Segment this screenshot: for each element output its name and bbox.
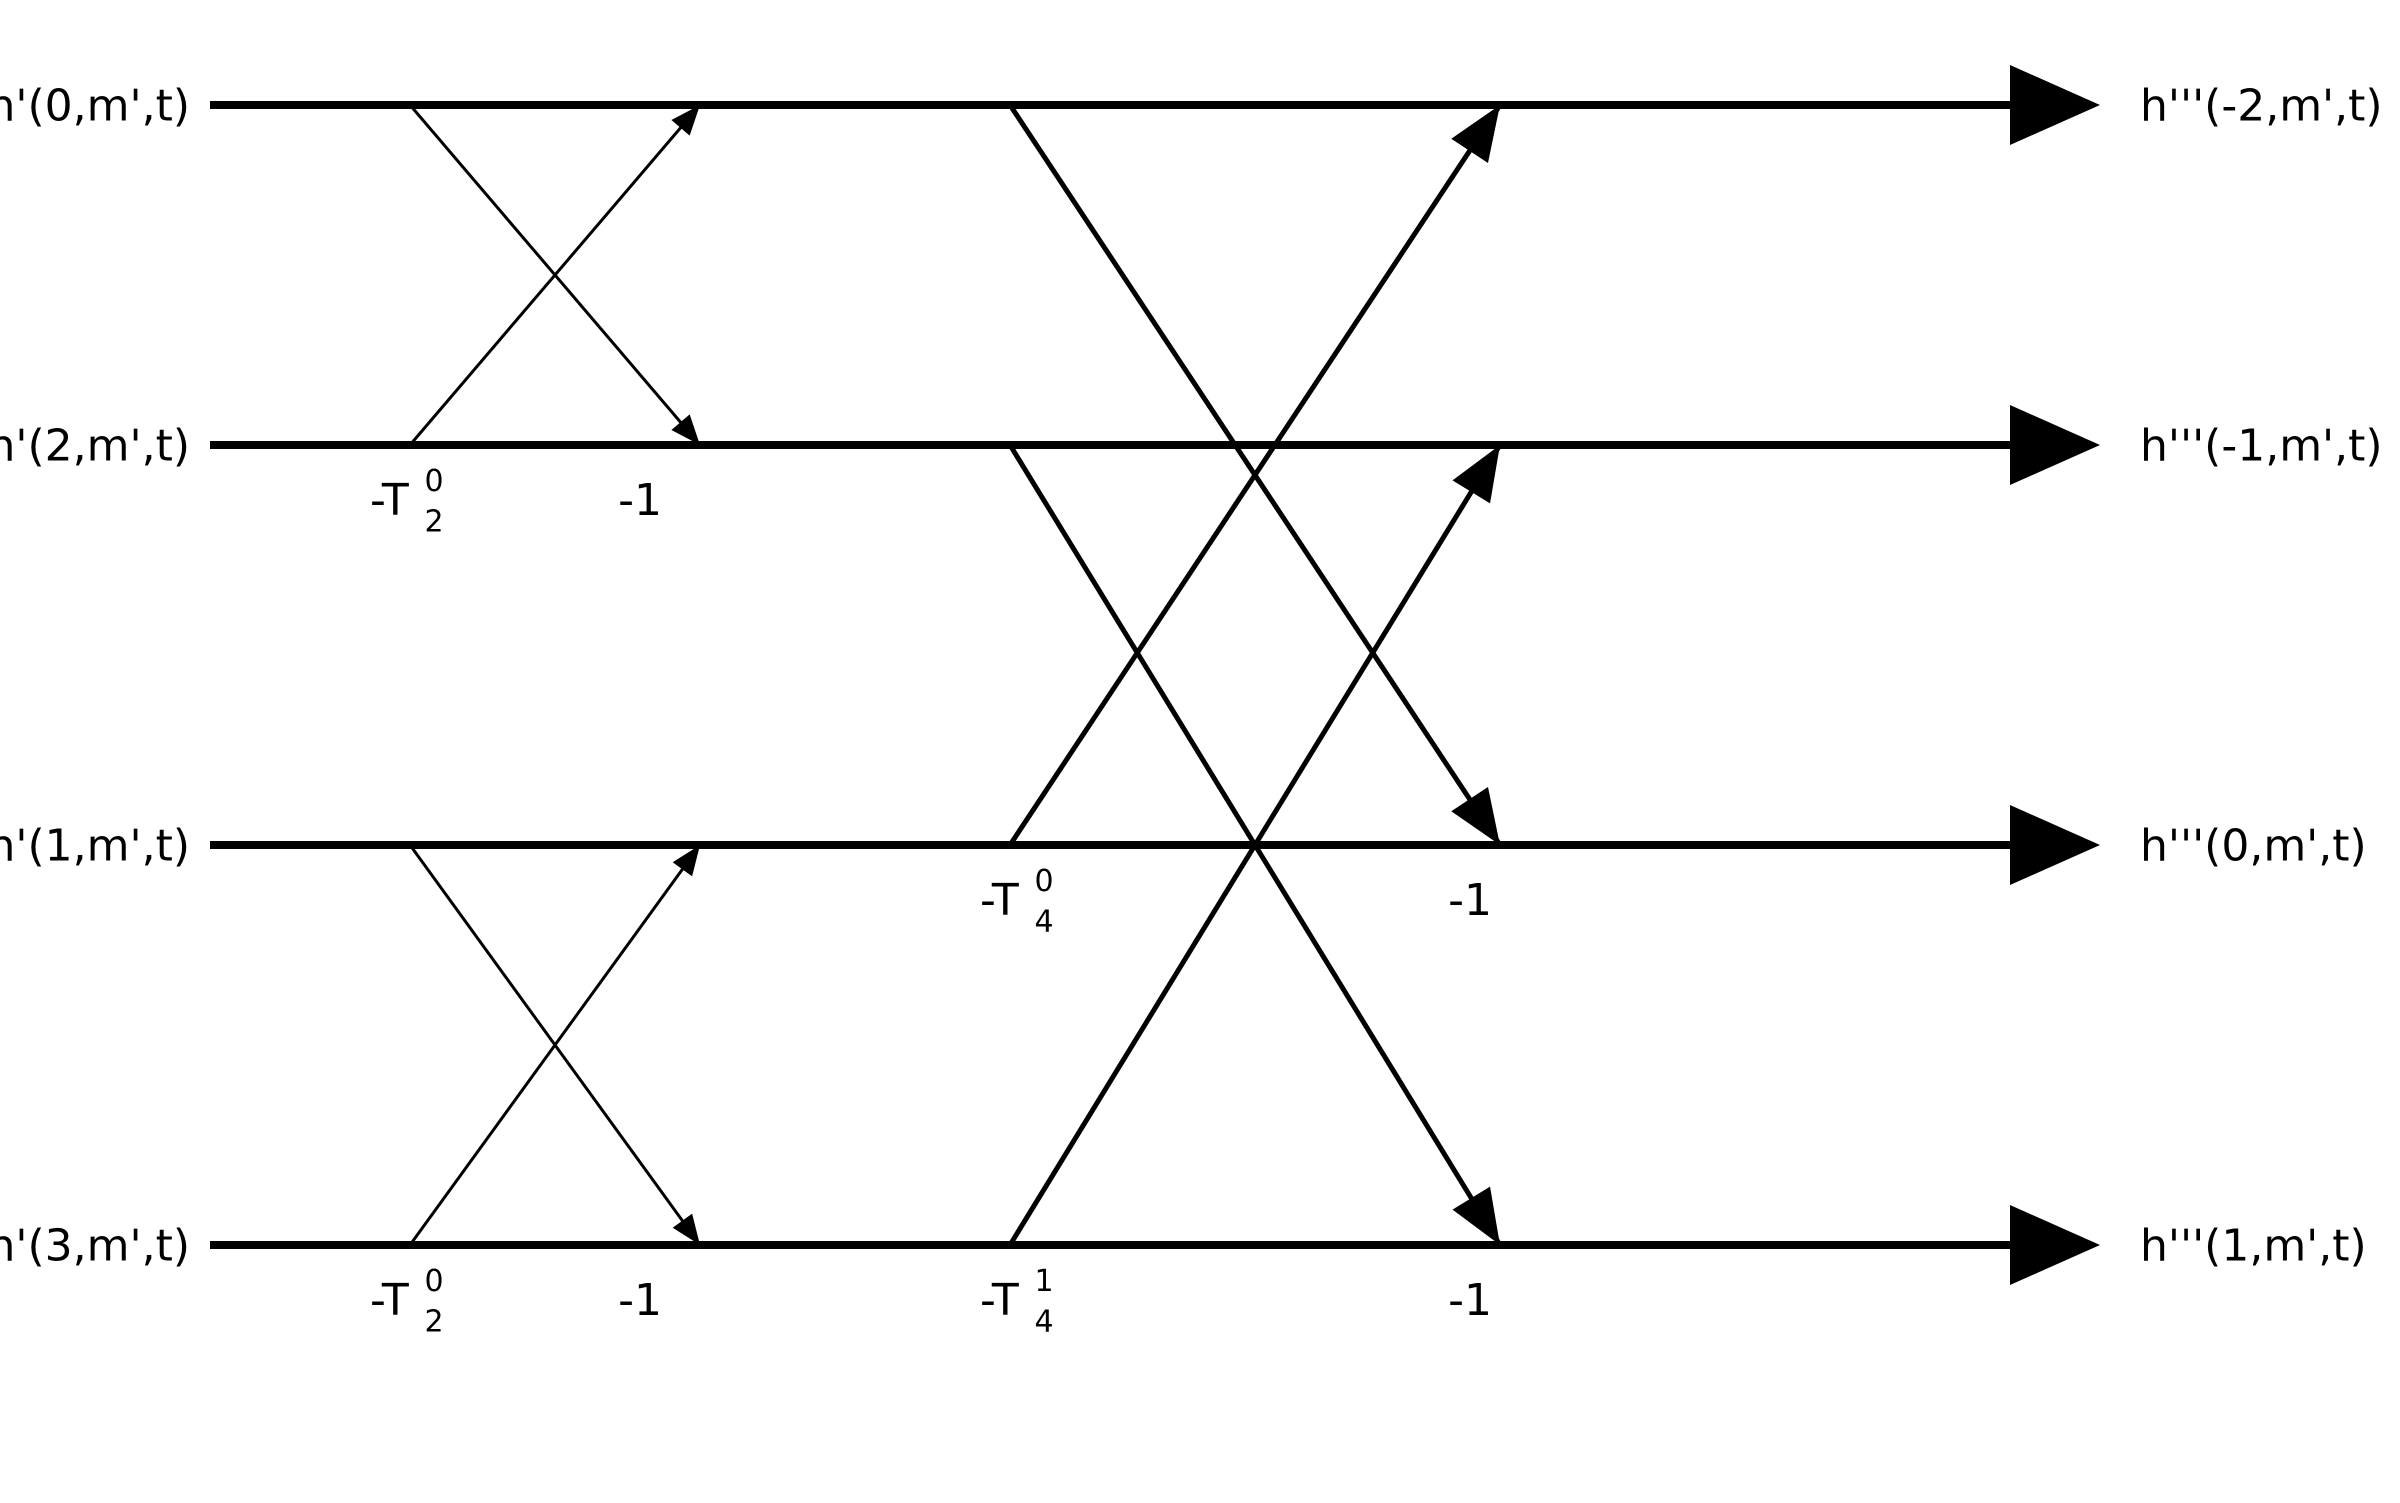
svg-text:1: 1: [1035, 1264, 1054, 1299]
svg-text:0: 0: [425, 1264, 444, 1299]
svg-text:h'''(1,m',t): h'''(1,m',t): [2140, 1220, 2367, 1271]
svg-text:-1: -1: [1448, 875, 1492, 926]
svg-text:h'''(0,m',t): h'''(0,m',t): [2140, 820, 2367, 871]
svg-text:h'(2,m',t): h'(2,m',t): [0, 420, 190, 471]
svg-text:h'(1,m',t): h'(1,m',t): [0, 820, 190, 871]
svg-text:0: 0: [425, 464, 444, 499]
svg-text:h'''(-2,m',t): h'''(-2,m',t): [2140, 80, 2383, 131]
svg-text:-T: -T: [370, 1275, 409, 1326]
svg-text:-T: -T: [980, 1275, 1019, 1326]
svg-text:-1: -1: [618, 1275, 662, 1326]
svg-text:h'''(-1,m',t): h'''(-1,m',t): [2140, 420, 2383, 471]
svg-text:4: 4: [1035, 1305, 1054, 1340]
svg-text:-T: -T: [370, 475, 409, 526]
svg-text:4: 4: [1035, 905, 1054, 940]
svg-text:-1: -1: [1448, 1275, 1492, 1326]
svg-text:2: 2: [425, 505, 444, 540]
svg-text:-1: -1: [618, 475, 662, 526]
svg-text:h'(0,m',t): h'(0,m',t): [0, 80, 190, 131]
svg-text:-T: -T: [980, 875, 1019, 926]
svg-text:h'(3,m',t): h'(3,m',t): [0, 1220, 190, 1271]
svg-text:2: 2: [425, 1305, 444, 1340]
svg-text:0: 0: [1035, 864, 1054, 899]
